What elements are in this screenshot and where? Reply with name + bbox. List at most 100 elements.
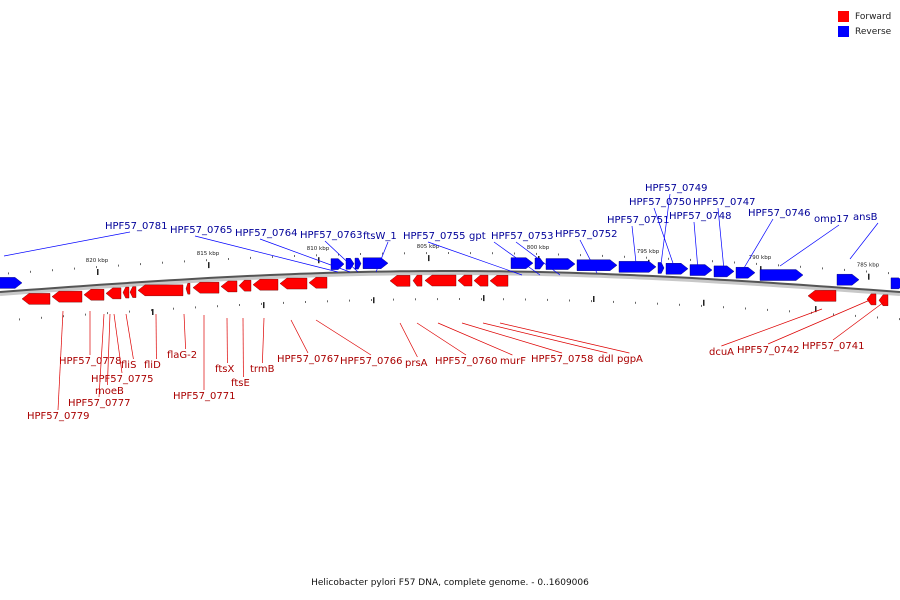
tick-dot [228,258,229,260]
forward-gene-arrow [137,284,184,297]
reverse-gene-arrow [735,267,756,279]
backbone-shadow [0,271,900,296]
gene-label-ftsw-1: ftsW_1 [363,231,397,242]
tick-dot [866,270,867,273]
forward-gene-arrow [473,274,489,287]
tick-dot [525,298,526,301]
tick-dot [602,254,603,257]
tick-dot [85,313,86,316]
tick-dot [195,306,196,309]
tick-dot [162,261,163,264]
tick-dot [657,302,658,305]
gene-label-ansb: ansB [853,212,878,223]
leader-line [194,235,339,273]
forward-gene-arrow [489,275,509,287]
gene-label-hpf57-0765: HPF57_0765 [170,225,232,236]
reverse-gene-arrow [836,274,860,286]
scale-tick-label: 790 kbp [749,255,772,261]
legend: Forward Reverse [838,9,891,39]
leader-line [493,241,541,276]
leader-line [437,322,513,356]
tick-dot [426,252,427,255]
gene-label-hpf57-0775: HPF57_0775 [91,374,153,385]
tick-dot [580,254,581,257]
tick-dot [8,272,9,275]
forward-gene-arrow [51,290,83,303]
leader-line [427,241,523,276]
gene-label-hpf57-0758: HPF57_0758 [531,354,593,365]
tick-dot [294,255,295,257]
tick-dot [690,258,691,261]
tick-dot [822,267,823,270]
leader-line [717,207,725,271]
tick-dot [415,298,416,301]
leader-line [290,319,309,354]
tick-dot [756,262,757,265]
forward-gene-arrow [220,280,238,293]
tick-dot [316,254,317,257]
tick-dot [283,301,284,304]
leader-line [125,313,134,360]
tick-dot [261,302,262,305]
scale-tick-label: 815 kbp [197,251,220,257]
scale-tick [593,296,595,302]
genome-caption: Helicobacter pylori F57 DNA, complete ge… [311,578,589,588]
reverse-gene-arrow [330,258,345,270]
tick-dot [745,307,746,310]
tick-dot [514,252,515,255]
leader-line [183,313,186,350]
tick-dot [151,309,152,312]
leader-line [743,218,774,269]
tick-dot [844,268,845,271]
tick-dot [624,255,625,258]
gene-label-ftse: ftsE [231,378,250,389]
leader-line [659,193,671,273]
gene-label-murf: murF [500,356,526,367]
leader-line [515,241,561,276]
tick-dot [305,301,306,303]
scale-tick [373,297,375,304]
tick-dot [338,253,339,256]
gene-label-hpf57-0753: HPF57_0753 [491,231,553,242]
gene-label-flid: fliD [144,360,161,371]
leader-line [721,308,823,347]
leader-line [693,221,699,271]
tick-dot [492,252,493,255]
tick-dot [19,318,20,321]
forward-gene-arrow [457,274,473,287]
gene-label-flag-2: flaG-2 [167,350,197,361]
gene-label-hpf57-0750: HPF57_0750 [629,197,691,208]
tick-dot [272,255,273,258]
tick-dot [481,298,482,301]
forward-gene-arrow [105,287,122,300]
reverse-gene-arrow [576,259,618,271]
scale-tick [815,306,817,313]
tick-dot [371,299,372,301]
forward-gene-arrow [412,274,423,287]
reverse-gene-arrow [0,277,23,289]
scale-tick [483,295,485,302]
tick-dot [52,269,53,272]
legend-reverse: Reverse [838,24,891,39]
gene-label-hpf57-0777: HPF57_0777 [68,398,130,409]
tick-dot [448,252,449,254]
gene-label-hpf57-0763: HPF57_0763 [300,230,362,241]
leader-line [832,301,885,341]
gene-label-hpf57-0779: HPF57_0779 [27,411,89,422]
forward-gene-arrow [308,276,328,289]
scale-tick [760,266,762,273]
gene-label-hpf57-0778: HPF57_0778 [59,356,121,367]
leader-line [324,240,359,273]
tick-dot [712,260,713,263]
forward-gene-arrow [192,281,220,294]
reverse-gene-arrow [545,258,576,270]
tick-dot [635,301,636,304]
reverse-gene-arrow [689,264,713,276]
gene-label-dcua: dcuA [709,347,734,358]
reverse-gene-arrow [657,262,665,274]
leader-line [416,322,467,356]
tick-dot [701,304,702,307]
tick-dot [360,253,361,255]
gene-label-hpf57-0764: HPF57_0764 [235,228,297,239]
forward-gene-arrow [279,277,308,290]
